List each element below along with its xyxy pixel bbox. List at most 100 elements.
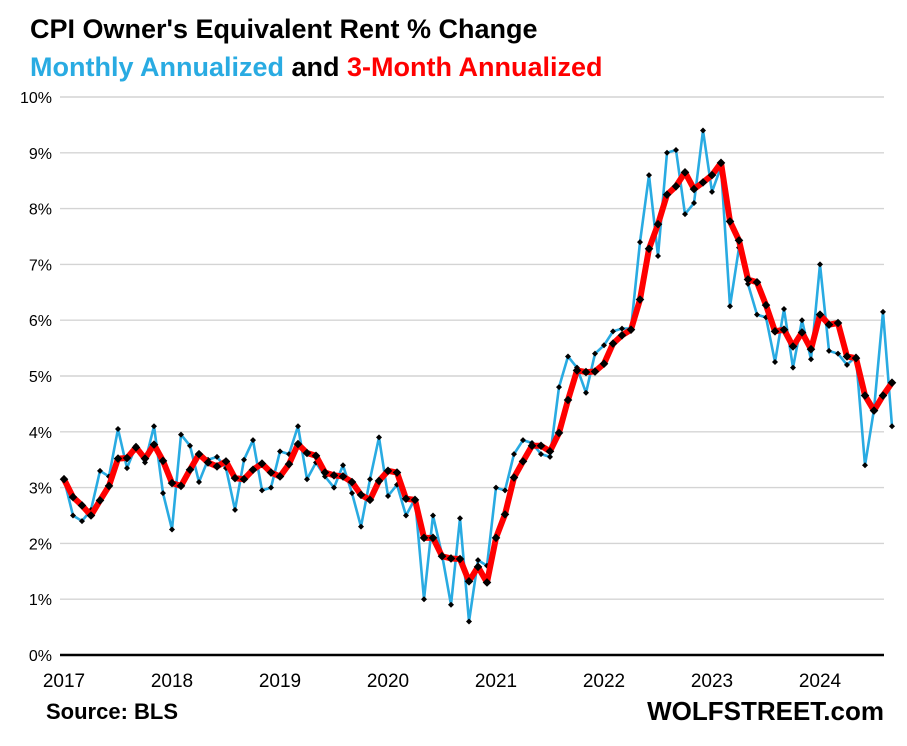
monthly-annualized-marker [475, 557, 481, 564]
monthly-annualized-marker [367, 476, 373, 483]
monthly-annualized-marker [358, 523, 364, 530]
three-month-annualized-marker [311, 451, 321, 461]
three-month-annualized-marker [779, 325, 789, 334]
three-month-annualized-marker [338, 472, 348, 481]
three-month-annualized-marker [203, 458, 213, 467]
monthly-annualized-marker [502, 487, 508, 494]
monthly-annualized-marker [232, 506, 238, 513]
three-month-annualized-marker [284, 459, 294, 469]
monthly-annualized-marker [673, 147, 679, 154]
monthly-annualized-marker [331, 484, 337, 491]
three-month-annualized-marker [887, 378, 897, 387]
three-month-annualized-marker [392, 468, 402, 477]
x-axis-tick-label: 2024 [799, 671, 842, 692]
three-month-annualized-marker [320, 468, 330, 477]
three-month-annualized-marker [302, 448, 312, 458]
monthly-annualized-marker [151, 423, 157, 430]
three-month-annualized-marker [851, 353, 861, 363]
three-month-annualized-marker [581, 367, 591, 377]
x-axis-tick-label: 2019 [259, 671, 301, 692]
x-axis-tick-label: 2021 [475, 671, 517, 692]
three-month-annualized-marker [374, 476, 384, 486]
three-month-annualized-marker [212, 462, 222, 471]
three-month-annualized-marker [266, 468, 276, 477]
three-month-annualized-marker [500, 510, 510, 519]
y-axis-tick-label: 10% [20, 90, 52, 107]
three-month-annualized-marker [878, 391, 888, 400]
three-month-annualized-marker [446, 554, 456, 563]
monthly-annualized-marker [79, 518, 85, 525]
three-month-annualized-marker [122, 453, 132, 463]
legend-monthly-annualized: Monthly Annualized [30, 52, 284, 82]
three-month-annualized-marker [365, 495, 375, 505]
three-month-annualized-marker [149, 440, 159, 449]
monthly-annualized-marker [250, 437, 256, 444]
x-axis-tick-label: 2023 [691, 671, 733, 692]
monthly-annualized-marker [403, 512, 409, 519]
three-month-annualized-marker [293, 439, 303, 449]
monthly-annualized-marker [862, 462, 868, 469]
monthly-annualized-marker [844, 361, 850, 368]
monthly-annualized-marker [115, 426, 121, 433]
monthly-annualized-marker [493, 484, 499, 491]
monthly-annualized-marker [448, 601, 454, 608]
monthly-annualized-marker [646, 172, 652, 179]
y-axis-tick-label: 1% [29, 592, 52, 609]
three-month-annualized-marker [473, 562, 483, 572]
three-month-annualized-marker [653, 219, 663, 229]
three-month-annualized-marker [716, 158, 726, 168]
three-month-annualized-marker [869, 406, 879, 415]
monthly-annualized-marker [592, 350, 598, 357]
three-month-annualized-marker [824, 320, 834, 329]
three-month-annualized-marker [518, 457, 528, 466]
monthly-annualized-marker [727, 303, 733, 310]
monthly-annualized-marker [214, 453, 220, 460]
three-month-annualized-marker [545, 447, 555, 456]
monthly-annualized-marker [178, 431, 184, 438]
y-axis-tick-label: 8% [29, 202, 52, 219]
three-month-annualized-marker [113, 454, 123, 463]
three-month-annualized-marker [842, 352, 852, 361]
monthly-annualized-marker [682, 211, 688, 218]
three-month-annualized-marker [167, 478, 177, 488]
x-axis-tick-label: 2020 [367, 671, 409, 692]
monthly-annualized-marker [565, 353, 571, 360]
three-month-annualized-marker [662, 190, 672, 199]
monthly-annualized-marker [538, 451, 544, 458]
y-axis-tick-label: 0% [29, 648, 52, 665]
three-month-annualized-marker [86, 511, 96, 520]
source-attribution: Source: BLS [46, 699, 179, 724]
three-month-annualized-marker [419, 533, 429, 543]
three-month-annualized-marker [59, 474, 69, 484]
three-month-annualized-marker [617, 330, 627, 340]
monthly-annualized-marker [259, 487, 265, 494]
three-month-annualized-marker [221, 457, 231, 466]
monthly-annualized-marker [241, 456, 247, 463]
three-month-annualized-marker [536, 441, 546, 451]
three-month-annualized-marker [797, 328, 807, 337]
three-month-annualized-marker [410, 495, 420, 505]
monthly-annualized-marker [421, 596, 427, 603]
three-month-annualized-marker [806, 344, 816, 354]
monthly-annualized-marker [619, 325, 625, 332]
monthly-annualized-marker [304, 476, 310, 483]
three-month-annualized-marker [752, 277, 762, 287]
y-axis-tick-label: 9% [29, 146, 52, 163]
x-axis-tick-label: 2017 [43, 671, 85, 692]
three-month-annualized-marker [455, 554, 465, 564]
monthly-annualized-marker [610, 328, 616, 335]
three-month-annualized-marker [158, 456, 168, 466]
three-month-annualized-marker [734, 236, 744, 245]
three-month-annualized-marker [482, 578, 492, 587]
monthly-annualized-marker [466, 618, 472, 625]
legend-conjunction: and [283, 52, 347, 82]
three-month-annualized-marker [248, 465, 258, 475]
monthly-annualized-marker [376, 434, 382, 441]
monthly-annualized-marker [124, 465, 130, 472]
monthly-annualized-marker [826, 347, 832, 354]
monthly-annualized-marker [772, 359, 778, 366]
monthly-annualized-marker [511, 451, 517, 458]
three-month-annualized-marker [131, 443, 141, 452]
